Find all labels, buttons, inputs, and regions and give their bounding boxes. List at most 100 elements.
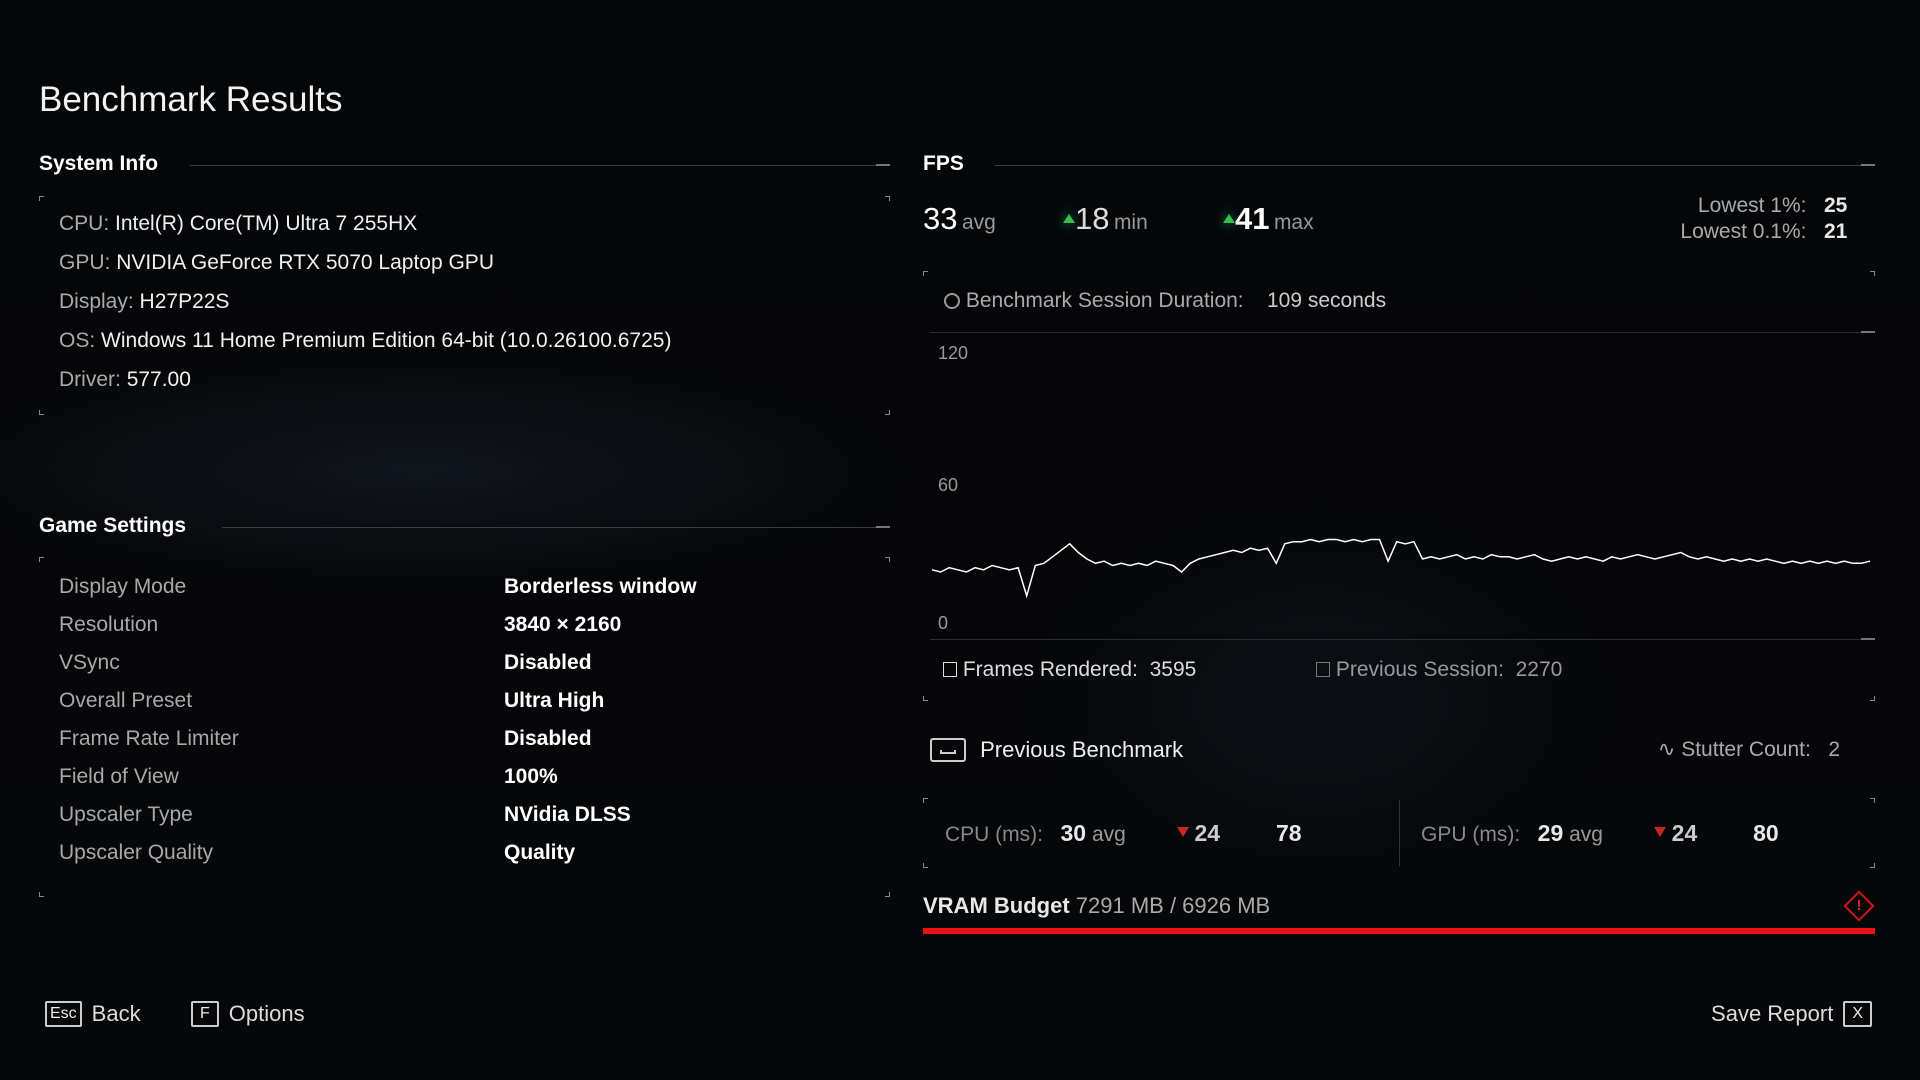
fps-min-value: 18 — [1075, 201, 1110, 236]
bracket — [39, 892, 44, 897]
esc-key-icon: Esc — [45, 1001, 82, 1027]
setting-label: Frame Rate Limiter — [59, 727, 239, 750]
gpu-high: 80 — [1753, 820, 1779, 846]
save-report-button[interactable]: Save Report X — [1711, 1001, 1872, 1027]
gpu-label: GPU (ms): — [1421, 823, 1521, 846]
square-icon — [1316, 662, 1330, 677]
back-label: Back — [91, 1001, 141, 1026]
setting-label: VSync — [59, 651, 120, 674]
lowest1-label: Lowest 1%: — [1697, 194, 1807, 217]
cpu-avg-label: avg — [1091, 823, 1126, 846]
cpu-high: 78 — [1275, 820, 1302, 846]
system-info-row: GPU: NVIDIA GeForce RTX 5070 Laptop GPU — [59, 251, 494, 275]
gpu-ms: GPU (ms): 29 avg 24 80 — [1395, 820, 1779, 847]
stutter-label: Stutter Count: — [1681, 738, 1811, 761]
game-settings-header: Game Settings — [39, 514, 187, 537]
system-info-header: System Info — [39, 152, 159, 175]
prev-value: 2270 — [1515, 658, 1563, 681]
save-report-label: Save Report — [1711, 1001, 1834, 1026]
system-info-row: Driver: 577.00 — [59, 368, 191, 392]
system-info-value: Intel(R) Core(TM) Ultra 7 255HX — [115, 212, 418, 235]
setting-value: 100% — [504, 765, 558, 788]
previous-benchmark-button[interactable]: Previous Benchmark — [930, 736, 1183, 763]
vram-budget: VRAM Budget 7291 MB / 6926 MB — [923, 893, 1270, 919]
bracket — [885, 410, 890, 415]
page-title: Benchmark Results — [39, 80, 343, 119]
vram-bar-fill — [923, 928, 1875, 934]
bracket — [1870, 798, 1875, 803]
arrow-down-icon — [1176, 827, 1189, 837]
lowest01-value: 21 — [1824, 220, 1848, 243]
cpu-avg: 30 — [1060, 820, 1087, 846]
y-tick-120: 120 — [938, 343, 969, 363]
previous-benchmark-label: Previous Benchmark — [980, 737, 1184, 763]
previous-session: Previous Session: 2270 — [1316, 658, 1562, 682]
setting-label: Upscaler Type — [59, 803, 193, 826]
setting-label: Resolution — [59, 613, 159, 636]
chart-baseline — [930, 638, 1875, 640]
y-tick-0: 0 — [938, 613, 949, 633]
frames-rendered: Frames Rendered: 3595 — [943, 658, 1196, 682]
gpu-low: 24 — [1671, 820, 1698, 846]
system-info-label: Display: — [59, 290, 134, 313]
x-key-icon: X — [1843, 1001, 1872, 1027]
fps-max: 41 max — [1223, 201, 1314, 237]
fps-avg-value: 33 — [923, 201, 958, 236]
setting-value: Disabled — [504, 727, 592, 750]
options-label: Options — [228, 1001, 305, 1026]
setting-label: Field of View — [59, 765, 179, 788]
fps-header: FPS — [923, 152, 964, 175]
bracket — [39, 410, 44, 415]
gpu-avg-label: avg — [1569, 823, 1603, 846]
setting-value: Disabled — [504, 651, 592, 674]
bracket — [923, 696, 928, 701]
system-info-row: CPU: Intel(R) Core(TM) Ultra 7 255HX — [59, 212, 417, 236]
keyboard-key-icon — [930, 738, 966, 763]
system-info-row: OS: Windows 11 Home Premium Edition 64-b… — [59, 329, 671, 353]
system-info-label: GPU: — [59, 251, 111, 274]
lowest01-label: Lowest 0.1%: — [1680, 220, 1807, 243]
back-button[interactable]: Esc Back — [45, 1001, 141, 1027]
duration-value: 109 seconds — [1267, 289, 1387, 312]
divider — [190, 164, 890, 166]
duration-label: Benchmark Session Duration: — [965, 289, 1244, 312]
bracket — [1870, 271, 1875, 276]
options-button[interactable]: F Options — [191, 1001, 305, 1027]
system-info-label: OS: — [59, 329, 96, 352]
system-info-value: NVIDIA GeForce RTX 5070 Laptop GPU — [116, 251, 494, 274]
gpu-avg: 29 — [1537, 820, 1564, 846]
square-icon — [943, 662, 957, 677]
pulse-icon: ∿ — [1657, 738, 1676, 761]
divider — [222, 526, 890, 528]
cpu-ms: CPU (ms): 30 avg 24 78 — [945, 820, 1302, 847]
system-info-value: Windows 11 Home Premium Edition 64-bit (… — [101, 329, 672, 352]
bracket — [1870, 696, 1875, 701]
fps-max-value: 41 — [1235, 201, 1270, 236]
stutter-count: ∿ Stutter Count: 2 — [1658, 737, 1840, 762]
bracket — [1870, 863, 1875, 868]
fps-avg: 33 avg — [923, 201, 996, 237]
duration: Benchmark Session Duration: 109 seconds — [944, 289, 1386, 313]
cpu-low: 24 — [1194, 820, 1221, 846]
setting-value: Quality — [504, 841, 576, 864]
fps-chart — [931, 538, 1871, 599]
lowest-stats: Lowest 1%: 25 Lowest 0.1%: 21 — [1680, 193, 1852, 245]
arrow-down-icon — [1653, 827, 1666, 837]
system-info-value: 577.00 — [126, 368, 191, 391]
arrow-up-icon — [1223, 214, 1235, 223]
vram-bar — [923, 928, 1875, 934]
vram-value: 7291 MB / 6926 MB — [1075, 893, 1271, 918]
stutter-value: 2 — [1828, 738, 1840, 761]
f-key-icon: F — [191, 1001, 219, 1027]
setting-label: Display Mode — [59, 575, 187, 598]
bracket — [923, 863, 928, 868]
lowest1-value: 25 — [1824, 194, 1848, 217]
setting-label: Overall Preset — [59, 689, 193, 712]
arrow-up-icon — [1063, 214, 1075, 223]
fps-min-label: min — [1113, 211, 1148, 234]
vram-label: VRAM Budget — [923, 893, 1070, 918]
setting-value: Ultra High — [504, 689, 605, 712]
divider — [995, 164, 1875, 166]
bracket — [39, 557, 44, 562]
